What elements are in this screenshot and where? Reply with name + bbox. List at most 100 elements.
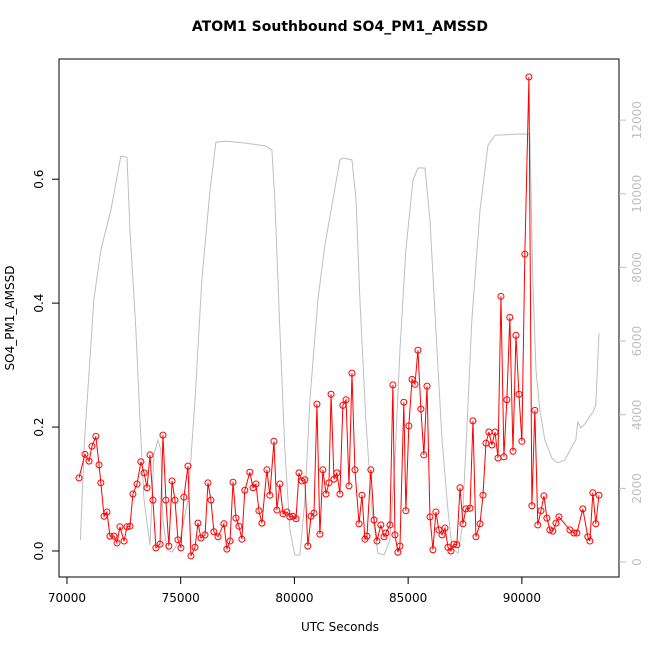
point <box>238 535 246 543</box>
point <box>429 546 437 554</box>
point <box>472 533 480 541</box>
point <box>187 552 195 560</box>
point <box>97 479 105 487</box>
y-axis-label: SO4_PM1_AMSSD <box>3 266 17 371</box>
point <box>126 522 134 530</box>
point <box>339 401 347 409</box>
point <box>171 496 179 504</box>
point <box>441 524 449 532</box>
point <box>106 532 114 540</box>
point <box>207 496 215 504</box>
point <box>270 437 278 445</box>
series-line <box>78 76 600 557</box>
point <box>273 506 281 514</box>
point <box>435 526 443 534</box>
point <box>345 482 353 490</box>
point <box>394 548 402 556</box>
point <box>488 441 496 449</box>
point <box>525 73 533 81</box>
point <box>391 531 399 539</box>
point <box>555 513 563 521</box>
point <box>579 505 587 513</box>
point <box>301 476 309 484</box>
point <box>382 529 390 537</box>
point <box>123 523 131 531</box>
point <box>543 514 551 522</box>
y2-tick-label: 6000 <box>630 326 644 357</box>
point <box>168 477 176 485</box>
point <box>537 507 545 515</box>
point <box>552 519 560 527</box>
point <box>235 522 243 530</box>
point <box>426 513 434 521</box>
point <box>152 544 160 552</box>
point <box>327 390 335 398</box>
point <box>295 469 303 477</box>
point <box>113 539 121 547</box>
point <box>276 480 284 488</box>
point <box>204 479 212 487</box>
point <box>110 532 118 540</box>
point <box>316 530 324 538</box>
y2-tick-label: 12000 <box>630 101 644 139</box>
point <box>304 542 312 550</box>
y2-tick-label: 8000 <box>630 252 644 283</box>
y-tick-label: 0.6 <box>32 170 46 189</box>
point <box>336 490 344 498</box>
point <box>363 532 371 540</box>
point <box>162 496 170 504</box>
point <box>214 533 222 541</box>
point <box>512 331 520 339</box>
point <box>143 484 151 492</box>
point <box>149 496 157 504</box>
point <box>241 486 249 494</box>
point <box>358 491 366 499</box>
point <box>310 509 318 517</box>
point <box>85 457 93 465</box>
point <box>355 520 363 528</box>
point <box>450 540 458 548</box>
point <box>509 447 517 455</box>
point <box>400 398 408 406</box>
point <box>156 540 164 548</box>
point <box>417 405 425 413</box>
x-axis-label: UTC Seconds <box>301 620 379 634</box>
y2-tick-label: 10000 <box>630 175 644 213</box>
point <box>423 382 431 390</box>
point <box>322 490 330 498</box>
point <box>389 381 397 389</box>
point <box>456 484 464 492</box>
point <box>479 491 487 499</box>
point <box>476 520 484 528</box>
point <box>255 507 263 515</box>
point <box>447 547 455 555</box>
point <box>246 468 254 476</box>
point <box>367 466 375 474</box>
point <box>589 489 597 497</box>
point <box>325 479 333 487</box>
point <box>466 504 474 512</box>
point <box>586 537 594 545</box>
point <box>370 516 378 524</box>
point <box>531 406 539 414</box>
x-tick-label: 70000 <box>48 591 86 605</box>
x-tick-label: 90000 <box>503 591 541 605</box>
point <box>380 533 388 541</box>
point <box>402 507 410 515</box>
point <box>377 521 385 529</box>
point <box>140 469 148 477</box>
point <box>414 346 422 354</box>
point <box>279 510 287 518</box>
x-tick-label: 80000 <box>275 591 313 605</box>
point <box>411 380 419 388</box>
point <box>319 466 327 474</box>
point <box>528 502 536 510</box>
y-tick-label: 0.2 <box>32 418 46 437</box>
point <box>137 458 145 466</box>
point <box>408 375 416 383</box>
y2-tick-label: 4000 <box>630 399 644 430</box>
series-line <box>79 133 600 556</box>
point <box>386 521 394 529</box>
point <box>333 469 341 477</box>
